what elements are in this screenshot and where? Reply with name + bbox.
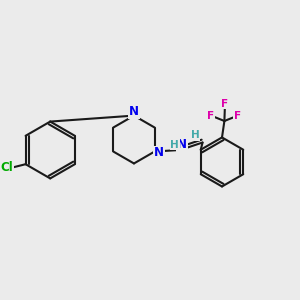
Text: F: F	[221, 99, 229, 109]
Text: N: N	[154, 146, 164, 160]
Text: H: H	[170, 140, 179, 150]
Text: N: N	[129, 105, 139, 118]
Text: F: F	[207, 111, 214, 121]
Text: H: H	[191, 130, 200, 140]
Text: Cl: Cl	[1, 161, 13, 174]
Text: N: N	[177, 138, 187, 151]
Text: F: F	[234, 111, 242, 121]
